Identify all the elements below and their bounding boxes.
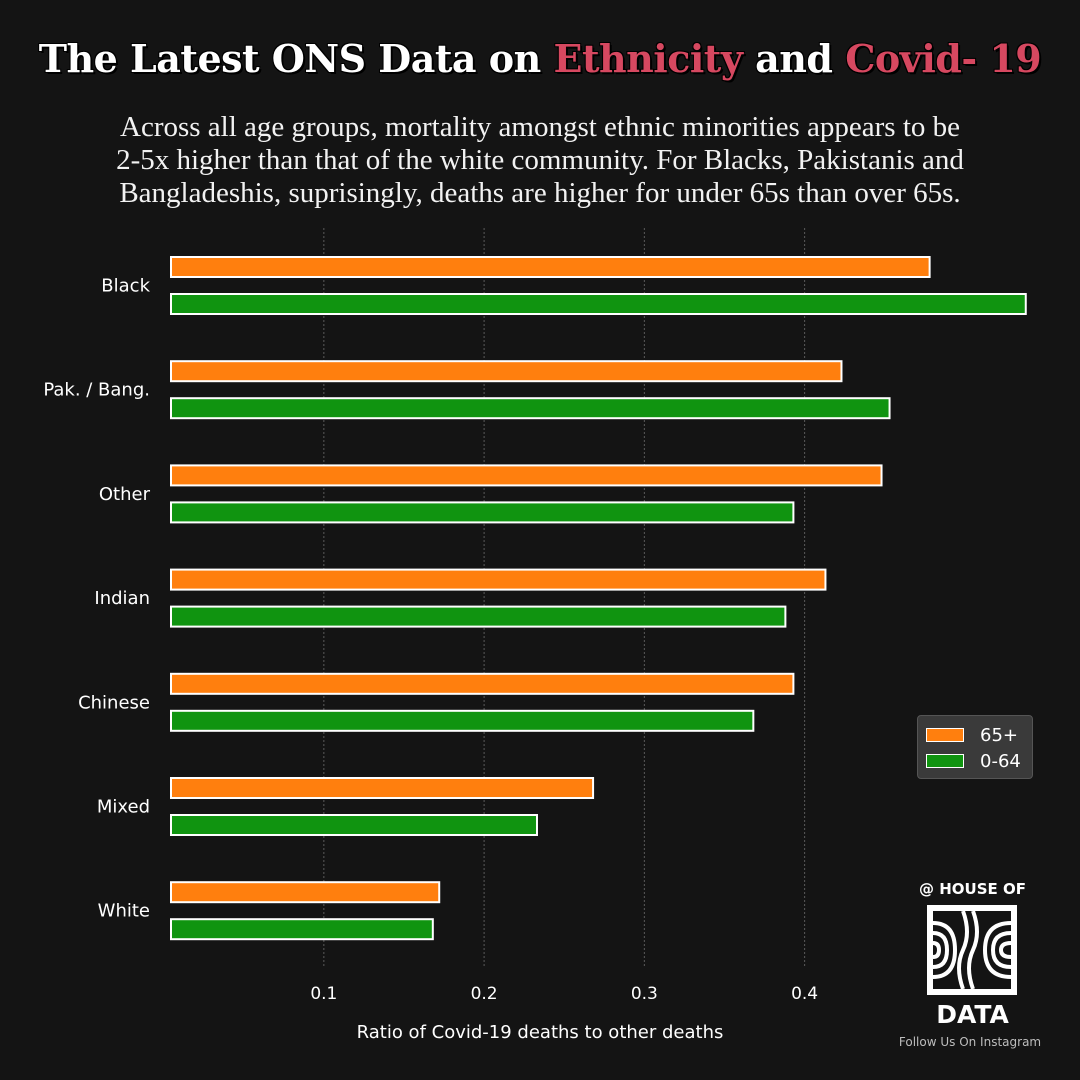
legend: 65+ 0-64: [917, 715, 1033, 779]
bar-other-0-64: [170, 501, 795, 524]
category-label: White: [98, 901, 150, 922]
title-part-0: The Latest ONS Data on: [38, 36, 554, 81]
category-label: Other: [99, 484, 151, 505]
bar-indian-0-64: [170, 605, 787, 628]
gridlines: [323, 228, 806, 968]
house-of-data-logo: [927, 905, 1017, 995]
x-tick-labels: 0.1 0.2 0.3 0.4: [310, 984, 818, 1004]
brand-follow-text: Follow Us On Instagram: [898, 1035, 1042, 1049]
subtitle-line-1: 2-5x higher than that of the white commu…: [116, 144, 964, 176]
category-label: Chinese: [78, 692, 150, 713]
chart-subtitle: Across all age groups, mortality amongst…: [30, 111, 1050, 210]
subtitle-line-0: Across all age groups, mortality amongst…: [120, 111, 960, 143]
x-tick-label: 0.1: [310, 984, 337, 1004]
brand-name: DATA: [936, 1000, 1009, 1029]
x-tick-label: 0.2: [471, 984, 498, 1004]
legend-swatch-0-64: [926, 754, 964, 768]
x-tick-label: 0.3: [631, 984, 658, 1004]
bar-white-0-64: [170, 918, 434, 941]
bar-black-65-plus: [170, 256, 931, 278]
bar-mixed-0-64: [170, 814, 538, 836]
legend-item-65-plus: 65+: [926, 724, 1018, 746]
chart-title: The Latest ONS Data on Ethnicity and Cov…: [0, 36, 1080, 81]
x-axis-title: Ratio of Covid-19 deaths to other deaths: [357, 1022, 724, 1043]
category-labels: Black Pak. / Bang. Other Indian Chinese Mixed…: [43, 276, 150, 922]
category-label: Indian: [94, 588, 150, 609]
category-label: Black: [101, 276, 150, 297]
bar-pak-bang-0-64: [170, 397, 891, 420]
bar-white-65-plus: [170, 881, 441, 904]
legend-item-0-64: 0-64: [926, 750, 1021, 772]
brand-handle: @ HOUSE OF: [919, 880, 1026, 898]
bar-chinese-65-plus: [170, 672, 795, 695]
bar-mixed-65-plus: [170, 777, 595, 799]
bar-other-65-plus: [170, 464, 883, 487]
legend-label-65-plus: 65+: [980, 724, 1018, 746]
legend-label-0-64: 0-64: [980, 750, 1021, 772]
title-part-2: and: [742, 36, 846, 81]
bar-chinese-0-64: [170, 709, 755, 732]
title-part-1: Ethnicity: [553, 36, 743, 81]
title-part-3: Covid- 19: [845, 36, 1042, 81]
category-label: Pak. / Bang.: [43, 380, 150, 401]
bar-black-0-64: [170, 293, 1027, 315]
bars: [170, 256, 1027, 941]
category-label: Mixed: [97, 797, 150, 818]
x-tick-label: 0.4: [791, 984, 818, 1004]
bar-pak-bang-65-plus: [170, 360, 843, 383]
legend-swatch-65-plus: [926, 728, 964, 742]
subtitle-line-2: Bangladeshis, suprisingly, deaths are hi…: [119, 177, 961, 209]
bar-indian-65-plus: [170, 568, 827, 591]
